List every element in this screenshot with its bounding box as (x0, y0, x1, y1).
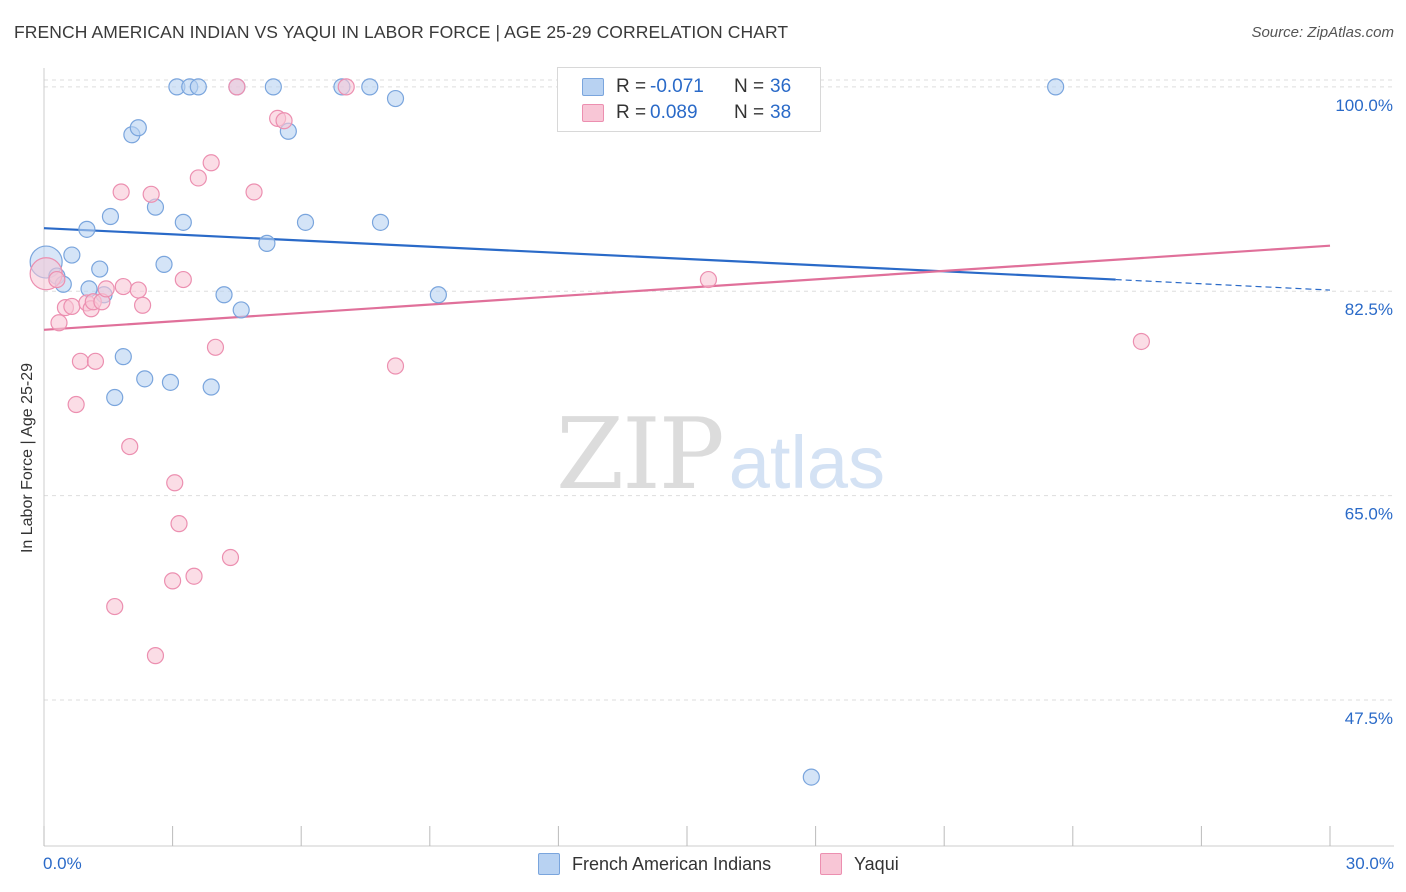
point-french-american-indians (63, 246, 81, 264)
y-tick-label: 82.5% (1345, 300, 1393, 319)
legend-item-french-american-indians[interactable]: French American Indians (538, 851, 771, 877)
source-credit: Source: ZipAtlas.com (1251, 24, 1394, 41)
point-yaqui (86, 352, 105, 370)
point-yaqui (699, 270, 718, 289)
point-french-american-indians (371, 213, 390, 231)
point-french-american-indians (155, 255, 173, 273)
point-yaqui (97, 280, 115, 298)
point-yaqui (170, 515, 188, 533)
point-french-american-indians (129, 119, 147, 137)
point-yaqui (166, 474, 184, 492)
pink-swatch (582, 104, 604, 122)
point-yaqui (221, 548, 240, 567)
legend-swatch-pink (820, 853, 842, 875)
point-yaqui (129, 281, 147, 299)
point-french-american-indians (429, 286, 447, 304)
point-yaqui (386, 357, 405, 375)
point-yaqui (174, 270, 192, 289)
point-french-american-indians (91, 260, 109, 278)
point-french-american-indians (215, 286, 233, 304)
legend-label: French American Indians (572, 853, 772, 874)
point-yaqui (112, 183, 130, 201)
point-yaqui (50, 314, 68, 332)
point-yaqui (146, 647, 165, 665)
legend-label: Yaqui (854, 853, 899, 874)
point-french-american-indians (386, 89, 405, 108)
point-french-american-indians (101, 207, 120, 226)
point-yaqui (48, 270, 66, 289)
point-yaqui (337, 78, 355, 96)
point-yaqui (164, 572, 182, 590)
y-tick-label: 47.5% (1345, 709, 1393, 728)
point-french-american-indians (1047, 78, 1065, 96)
point-french-american-indians (161, 373, 180, 391)
point-french-american-indians (232, 301, 250, 319)
trend-line-yaqui (43, 244, 1331, 331)
x-tick-label: 0.0% (43, 854, 82, 873)
point-french-american-indians (258, 234, 276, 252)
point-yaqui (228, 78, 246, 96)
x-tick-label: 30.0% (1346, 854, 1394, 873)
blue-swatch (582, 78, 604, 96)
n-label: N = (734, 76, 765, 97)
n-value: 36 (770, 76, 792, 97)
point-french-american-indians (264, 78, 282, 96)
point-french-american-indians (136, 370, 154, 388)
point-french-american-indians (296, 213, 315, 231)
point-yaqui (133, 296, 152, 314)
point-french-american-indians (174, 213, 192, 231)
point-yaqui (67, 395, 85, 414)
trend-extension-french-american-indians (1115, 278, 1331, 291)
r-label: R = (616, 76, 647, 97)
point-french-american-indians (189, 78, 207, 96)
n-label: N = (734, 102, 765, 123)
correlation-stats-box: R = -0.071 N = 36 R = 0.089 N = 38 (557, 67, 821, 132)
y-tick-label: 65.0% (1345, 505, 1393, 524)
trend-line-french-american-indians (43, 227, 1116, 281)
point-yaqui (114, 277, 132, 296)
point-french-american-indians (78, 220, 96, 238)
y-tick-label: 100.0% (1335, 96, 1393, 115)
trend-lines (43, 227, 1331, 331)
point-yaqui (206, 338, 225, 356)
r-value: 0.089 (650, 102, 698, 123)
point-french-american-indians (361, 78, 379, 96)
axes (43, 68, 1394, 847)
legend-swatch-blue (538, 853, 560, 875)
point-french-american-indians (114, 348, 132, 366)
point-yaqui (275, 112, 293, 130)
grid-lines (44, 79, 1394, 701)
tick-labels: 100.0% 82.5% 65.0% 47.5% 0.0% 30.0% (43, 96, 1394, 873)
point-yaqui (63, 297, 81, 316)
point-yaqui (202, 154, 220, 172)
point-yaqui (185, 567, 203, 585)
point-yaqui (189, 169, 207, 187)
chart-title: FRENCH AMERICAN INDIAN VS YAQUI IN LABOR… (14, 22, 789, 42)
point-yaqui (106, 597, 124, 616)
point-french-american-indians (802, 768, 820, 786)
legend-item-yaqui[interactable]: Yaqui (820, 851, 899, 877)
point-yaqui (1132, 332, 1150, 351)
point-yaqui (245, 183, 263, 201)
r-label: R = (616, 102, 647, 123)
point-french-american-indians (106, 388, 124, 407)
r-value: -0.071 (650, 76, 704, 97)
point-french-american-indians (202, 378, 220, 396)
point-yaqui (121, 437, 139, 456)
data-points (29, 78, 1150, 786)
point-yaqui (71, 352, 90, 370)
point-yaqui (142, 185, 160, 203)
n-value: 38 (770, 102, 792, 123)
